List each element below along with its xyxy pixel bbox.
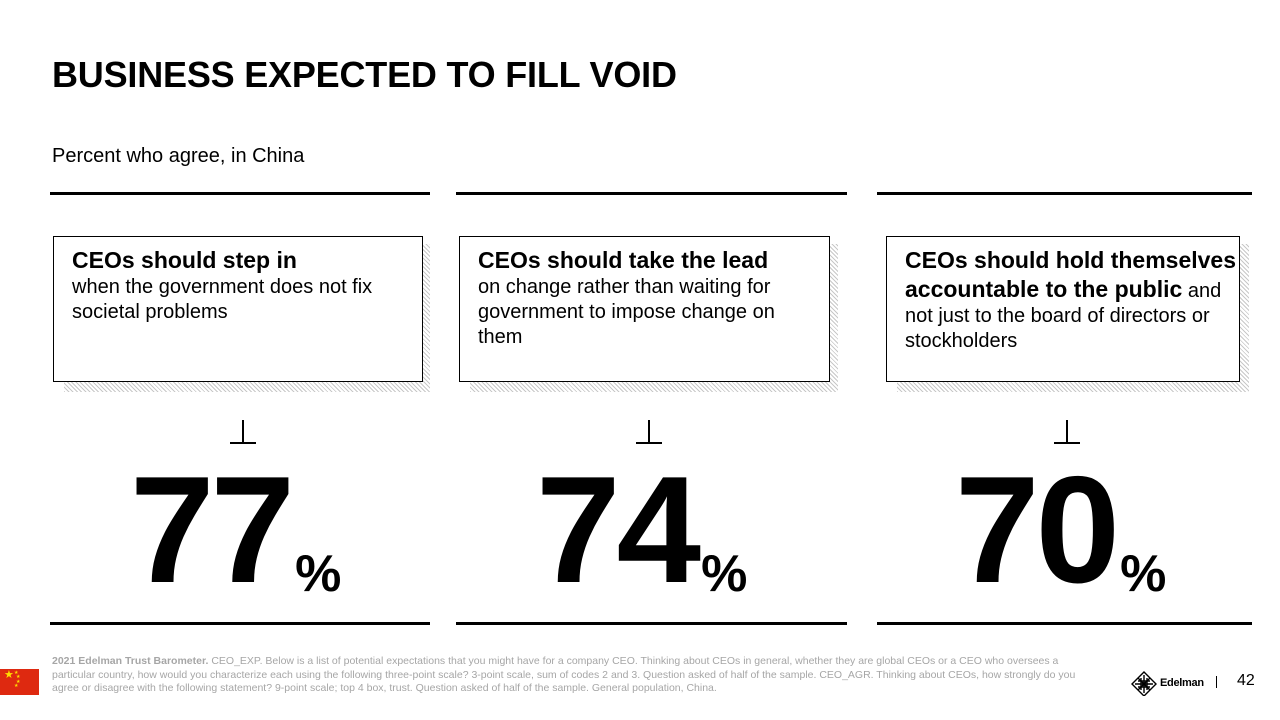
stat-number: 70	[955, 445, 1120, 615]
china-flag-icon: ★ ★ ★ ★ ★	[0, 669, 39, 695]
stat-value: 77%	[130, 454, 342, 606]
page-subtitle: Percent who agree, in China	[52, 145, 305, 167]
stat-unit: %	[1120, 545, 1167, 603]
statement-text: when the government does not fix societa…	[72, 276, 373, 323]
column-top-rule	[50, 192, 430, 195]
column-bottom-rule	[456, 622, 847, 625]
footnote: 2021 Edelman Trust Barometer. CEO_EXP. B…	[52, 655, 1102, 696]
page-title: BUSINESS EXPECTED TO FILL VOID	[52, 54, 677, 95]
stat-unit: %	[295, 545, 342, 603]
stat-number: 77	[130, 445, 295, 615]
stat-column-3: CEOs should hold themselves accountable …	[877, 192, 1252, 625]
logo-mark-icon	[1131, 671, 1157, 696]
stat-value: 74%	[536, 454, 748, 606]
statement-card: CEOs should hold themselves accountable …	[886, 236, 1240, 382]
connector-icon	[1054, 420, 1080, 444]
page-number: 42	[1237, 672, 1255, 689]
statement-bold: CEOs should take the lead	[478, 247, 769, 273]
connector-icon	[230, 420, 256, 444]
stat-column-1: CEOs should step in when the government …	[50, 192, 430, 625]
statement-card: CEOs should take the lead on change rath…	[459, 236, 830, 382]
column-top-rule	[877, 192, 1252, 195]
column-bottom-rule	[877, 622, 1252, 625]
footnote-lead: 2021 Edelman Trust Barometer.	[52, 655, 209, 667]
stat-number: 74	[536, 445, 701, 615]
edelman-logo: Edelman	[1130, 670, 1204, 696]
statement-card: CEOs should step in when the government …	[53, 236, 423, 382]
footnote-text: CEO_EXP. Below is a list of potential ex…	[52, 655, 1076, 694]
stat-value: 70%	[955, 454, 1167, 606]
statement-bold: CEOs should step in	[72, 247, 297, 273]
column-top-rule	[456, 192, 847, 195]
connector-icon	[636, 420, 662, 444]
footer-separator	[1216, 676, 1217, 688]
statement-bold: CEOs should hold themselves accountable …	[905, 247, 1237, 302]
stat-unit: %	[701, 545, 748, 603]
stat-column-2: CEOs should take the lead on change rath…	[456, 192, 847, 625]
statement-text: on change rather than waiting for govern…	[478, 276, 775, 348]
statement-text: and not just to the board of directors o…	[905, 280, 1222, 352]
logo-text: Edelman	[1160, 677, 1204, 689]
column-bottom-rule	[50, 622, 430, 625]
